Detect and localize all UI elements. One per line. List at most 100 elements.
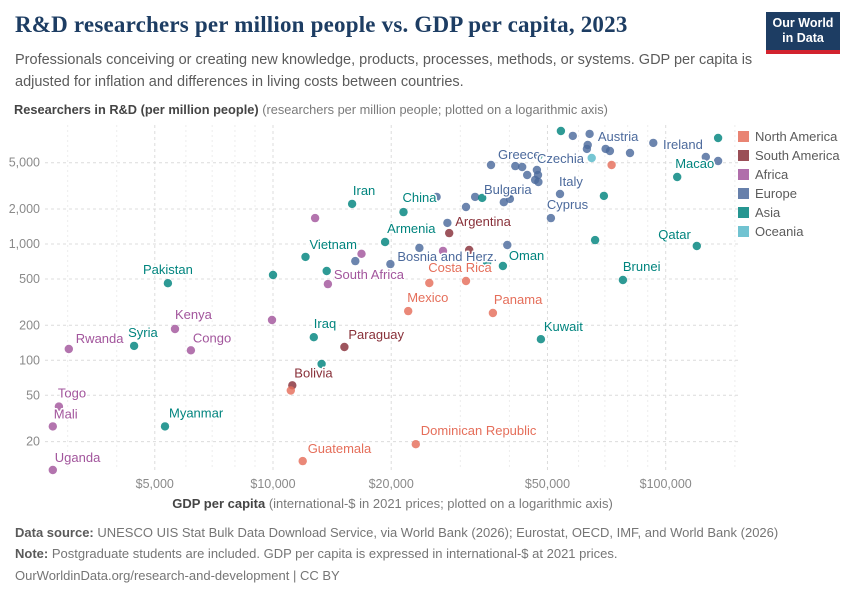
data-point[interactable] (511, 161, 520, 171)
data-point[interactable] (465, 245, 474, 255)
data-point-costa-rica[interactable] (461, 276, 471, 286)
data-point-mali[interactable] (48, 422, 57, 431)
data-point[interactable] (568, 131, 577, 141)
legend-item-north-america[interactable]: North America (738, 127, 840, 146)
data-point[interactable] (310, 213, 320, 223)
data-point-syria[interactable] (129, 341, 139, 351)
data-point-south-africa[interactable] (323, 279, 333, 289)
data-point[interactable] (286, 386, 295, 395)
data-point[interactable] (582, 144, 592, 154)
data-point-brunei[interactable] (618, 275, 628, 285)
data-point[interactable] (425, 278, 434, 288)
legend-label: South America (755, 148, 840, 163)
data-point-mexico[interactable] (404, 306, 413, 316)
data-point[interactable] (267, 315, 277, 325)
country-label-syria: Syria (128, 325, 158, 340)
data-point[interactable] (470, 192, 480, 202)
data-point[interactable] (322, 266, 331, 276)
data-point[interactable] (503, 240, 512, 250)
data-point[interactable] (478, 193, 487, 203)
data-point[interactable] (505, 194, 515, 204)
data-point-pakistan[interactable] (163, 279, 173, 288)
data-point-kuwait[interactable] (536, 335, 546, 344)
data-point[interactable] (317, 359, 326, 369)
country-label-austria: Austria (598, 129, 639, 144)
y-tick-label: 1,000 (9, 237, 40, 251)
country-label-ireland: Ireland (663, 137, 703, 152)
data-point[interactable] (461, 202, 471, 212)
data-point-iran[interactable] (347, 199, 357, 209)
data-point[interactable] (532, 165, 542, 175)
data-point-dominican-republic[interactable] (411, 440, 420, 449)
data-point[interactable] (534, 177, 543, 187)
data-point-congo[interactable] (186, 346, 196, 355)
data-point-argentina[interactable] (445, 228, 454, 238)
data-point-vietnam[interactable] (301, 252, 310, 262)
data-point[interactable] (357, 249, 366, 258)
data-point[interactable] (482, 258, 492, 268)
country-label-italy: Italy (559, 174, 583, 189)
data-point-iraq[interactable] (309, 333, 318, 342)
legend-item-oceania[interactable]: Oceania (738, 222, 840, 241)
data-point-oman[interactable] (498, 261, 508, 271)
country-label-guatemala: Guatemala (308, 441, 372, 456)
x-tick-label: $5,000 (136, 477, 174, 491)
data-point[interactable] (607, 160, 616, 170)
country-label-bolivia: Bolivia (294, 365, 333, 380)
data-point[interactable] (599, 191, 609, 201)
data-point[interactable] (590, 235, 600, 245)
legend-item-asia[interactable]: Asia (738, 203, 840, 222)
data-point-macao[interactable] (673, 172, 682, 182)
data-point-italy[interactable] (555, 189, 565, 199)
data-point-rwanda[interactable] (64, 344, 74, 354)
data-point[interactable] (443, 218, 452, 228)
data-point-ireland[interactable] (701, 152, 710, 162)
data-point[interactable] (432, 192, 441, 202)
legend-item-europe[interactable]: Europe (738, 184, 840, 203)
data-point-togo[interactable] (54, 402, 64, 411)
legend-swatch-south-america (738, 150, 749, 161)
data-point[interactable] (268, 270, 278, 280)
data-point[interactable] (351, 256, 360, 266)
data-point[interactable] (518, 162, 527, 172)
data-point-panama[interactable] (488, 308, 498, 318)
data-point[interactable] (601, 144, 610, 154)
y-tick-label: 50 (26, 388, 40, 402)
data-point-kenya[interactable] (170, 324, 180, 334)
data-point[interactable] (438, 246, 448, 256)
footer-link[interactable]: OurWorldinData.org/research-and-developm… (15, 567, 340, 583)
legend-swatch-europe (738, 188, 749, 199)
data-point[interactable] (585, 129, 594, 139)
data-point[interactable] (713, 133, 723, 143)
country-label-iraq: Iraq (314, 316, 336, 331)
data-point[interactable] (713, 156, 723, 166)
data-point[interactable] (649, 138, 658, 148)
data-point[interactable] (625, 148, 635, 158)
data-point-cyprus[interactable] (546, 213, 556, 223)
data-point-qatar[interactable] (692, 241, 701, 251)
data-point[interactable] (415, 243, 424, 253)
data-point-myanmar[interactable] (160, 422, 170, 431)
data-point-guatemala[interactable] (298, 456, 307, 466)
country-label-rwanda: Rwanda (76, 331, 124, 346)
page-title: R&D researchers per million people vs. G… (15, 12, 628, 37)
data-point[interactable] (587, 153, 596, 163)
data-point[interactable] (452, 263, 462, 273)
x-tick-label: $100,000 (640, 477, 692, 491)
data-point-greece[interactable] (486, 160, 496, 170)
logo-line-2: in Data (782, 31, 824, 45)
owid-logo[interactable]: Our World in Data (766, 12, 840, 54)
data-point-armenia[interactable] (380, 237, 390, 247)
data-point-paraguay[interactable] (340, 342, 349, 352)
legend-swatch-oceania (738, 226, 749, 237)
legend-item-africa[interactable]: Africa (738, 165, 840, 184)
data-point[interactable] (534, 151, 543, 160)
legend-item-south-america[interactable]: South America (738, 146, 840, 165)
data-point-china[interactable] (399, 207, 408, 217)
logo-line-1: Our World (772, 16, 834, 30)
data-point[interactable] (556, 126, 566, 136)
data-point[interactable] (523, 170, 532, 180)
y-tick-label: 500 (19, 272, 40, 286)
data-point-bosnia-and-herz-[interactable] (386, 259, 395, 269)
data-point-uganda[interactable] (48, 465, 57, 475)
